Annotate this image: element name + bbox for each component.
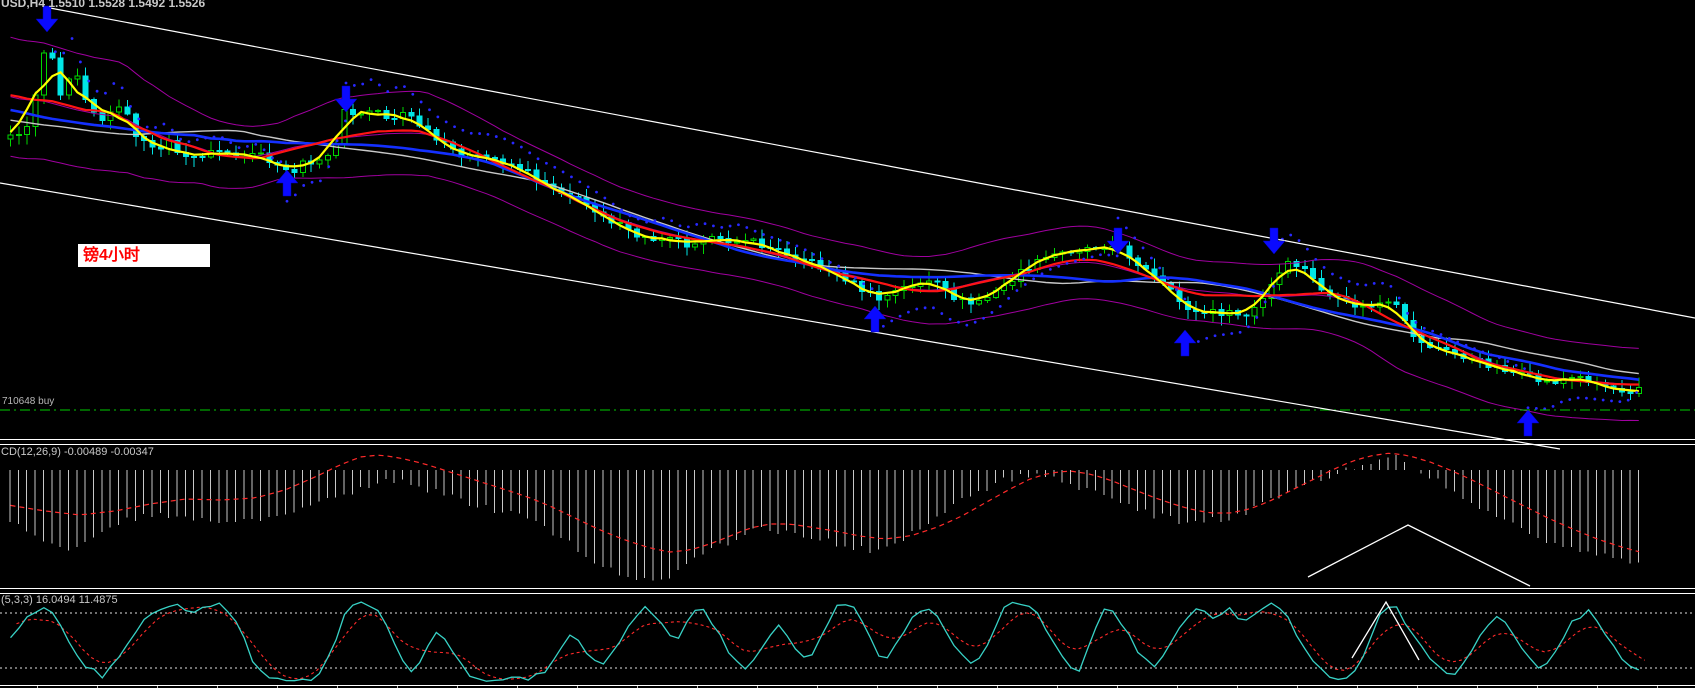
- parabolic-sar-dots: [45, 14, 1638, 411]
- stochastic-indicator-label: (5,3,3) 16.0494 11.4875: [1, 594, 118, 606]
- chart-text-label-box[interactable]: 镑4小时: [78, 244, 210, 267]
- macd-panel-layer: [9, 452, 1639, 587]
- chart-text-label: 镑4小时: [83, 247, 140, 264]
- signal-arrows[interactable]: [35, 5, 1540, 437]
- bollinger-bands: [10, 36, 1639, 422]
- panel-separators: [0, 439, 1695, 594]
- arrow-up[interactable]: [275, 169, 299, 197]
- stoch-trendlines[interactable]: [1351, 600, 1420, 661]
- macd-trendlines[interactable]: [1307, 524, 1531, 587]
- stoch-k-line: [10, 601, 1640, 682]
- channel-trendlines[interactable]: [0, 7, 1695, 450]
- chart-title-ohlc: USD,H4 1.5510 1.5528 1.5492 1.5526: [1, 0, 206, 10]
- stoch-panel-layer: [0, 600, 1695, 682]
- stoch-d-line: [16, 606, 1646, 680]
- candles-layer: [7, 48, 1642, 401]
- arrow-down[interactable]: [1262, 227, 1286, 255]
- order-line-label: 710648 buy: [2, 396, 55, 407]
- moving-averages: [9, 70, 1639, 393]
- arrow-down[interactable]: [334, 85, 358, 113]
- macd-indicator-label: CD(12,26,9) -0.00489 -0.00347: [1, 446, 154, 458]
- arrow-up[interactable]: [1173, 329, 1197, 357]
- arrow-up[interactable]: [863, 305, 887, 333]
- main-panel-layer: [7, 14, 1642, 422]
- macd-histogram: [9, 455, 1639, 581]
- arrow-down[interactable]: [1106, 227, 1130, 255]
- arrow-up[interactable]: [1516, 409, 1540, 437]
- arrow-down[interactable]: [35, 5, 59, 33]
- macd-signal-line: [10, 452, 1639, 553]
